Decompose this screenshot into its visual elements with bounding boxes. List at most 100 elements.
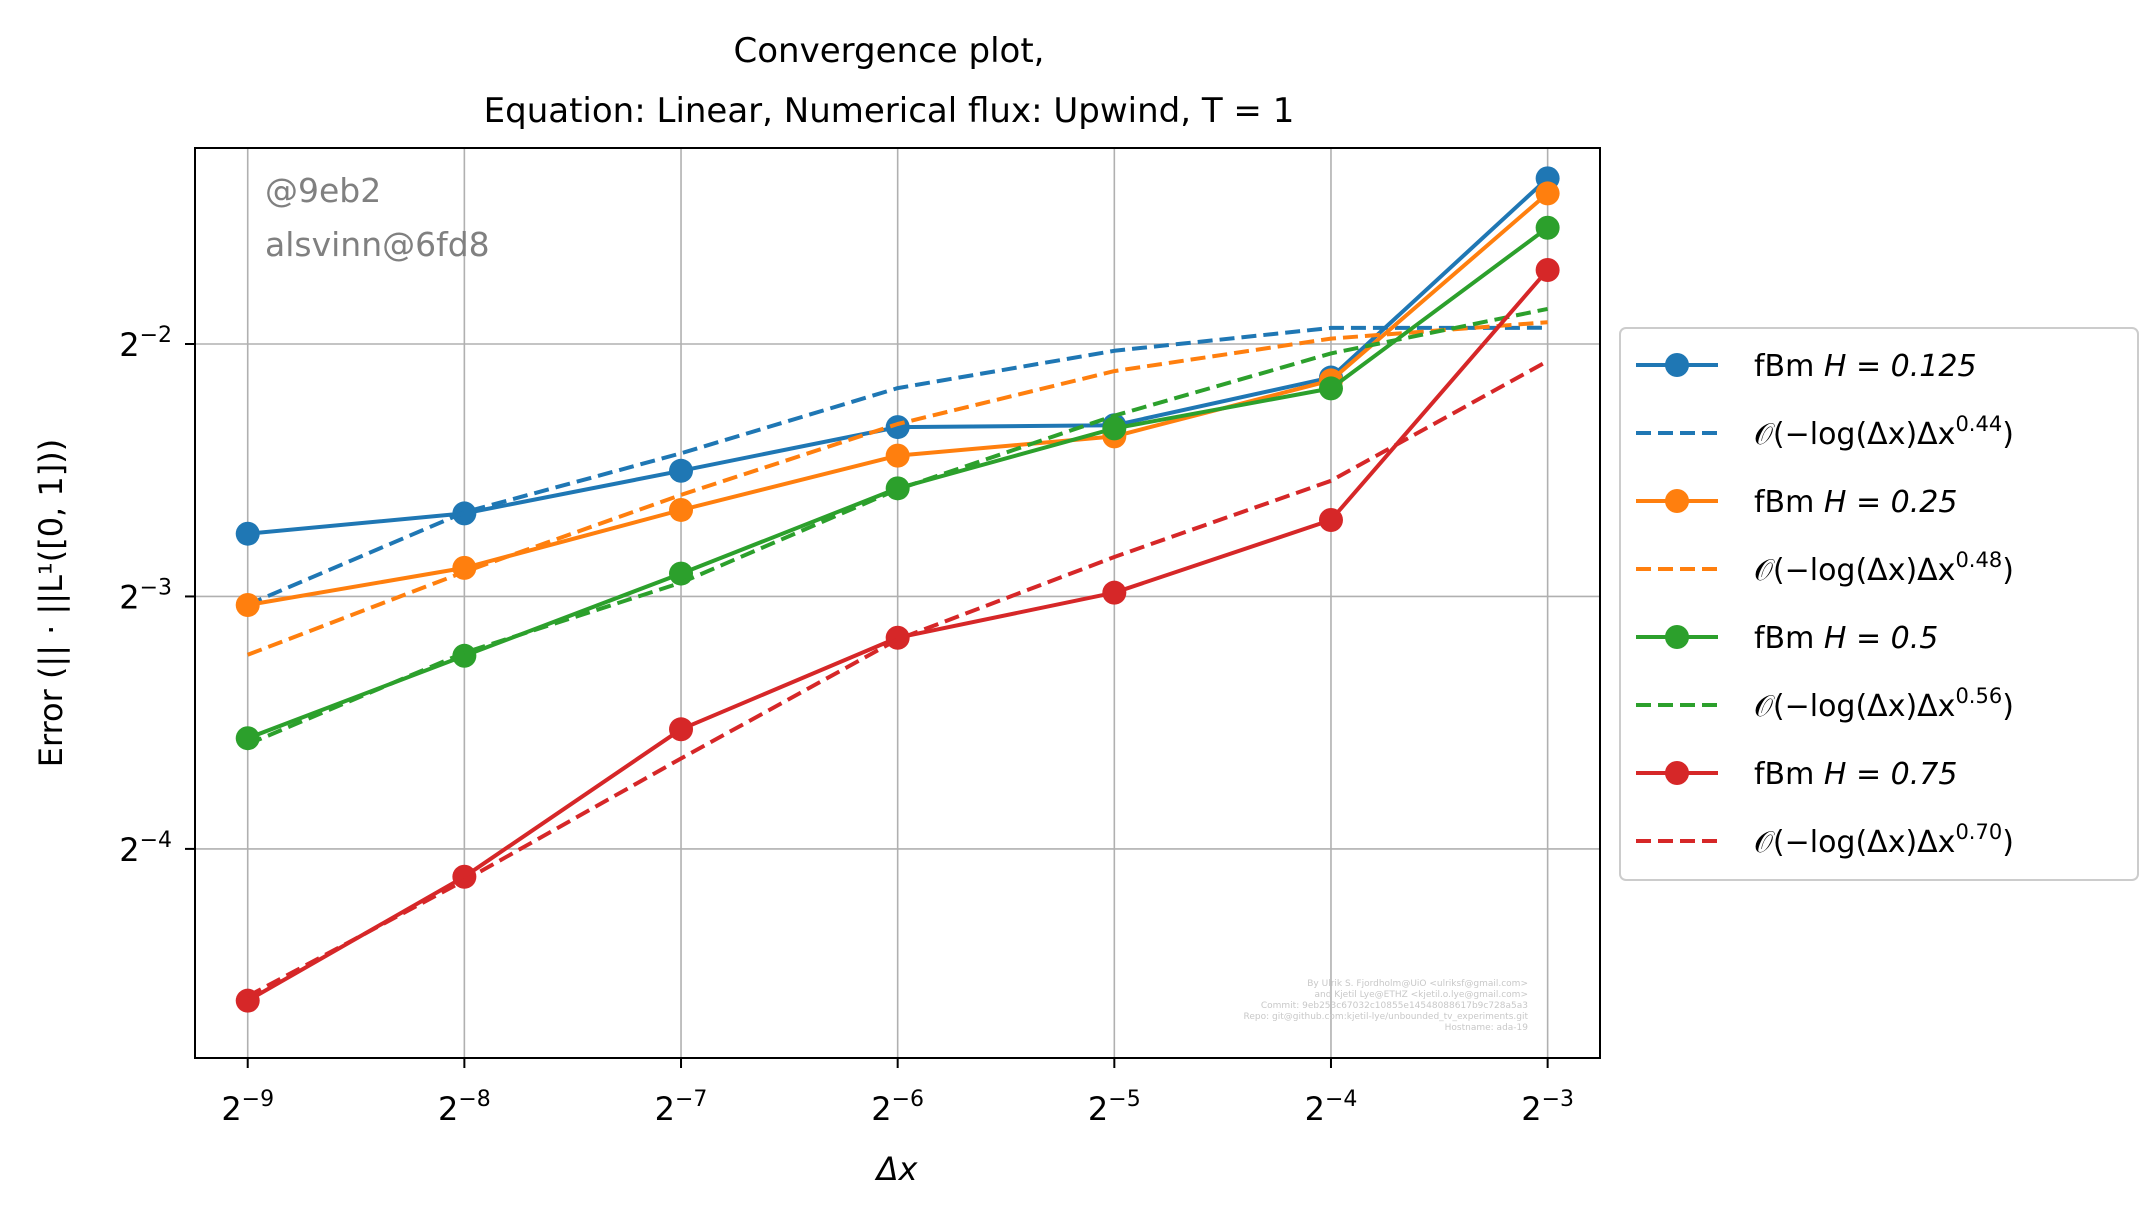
data-point [885, 443, 910, 468]
legend-label-prefix: 𝒪(−log(Δx)Δx [1754, 553, 1955, 588]
data-point [669, 497, 694, 522]
x-tick-label-base: 2 [1521, 1090, 1541, 1128]
data-point [1535, 258, 1560, 283]
x-tick-label-exponent: −3 [1542, 1087, 1574, 1112]
series-line [246, 359, 1549, 999]
watermark-alsvinn: alsvinn@6fd8 [265, 225, 490, 264]
data-point [1102, 416, 1127, 441]
legend-entry: 𝒪(−log(Δx)Δx0.56) [1636, 684, 2014, 724]
data-point [452, 501, 477, 526]
legend-label-prefix: fBm [1754, 621, 1824, 656]
legend-label-suffix: ) [2002, 825, 2014, 860]
legend-label-math: H = 0.25 [1824, 485, 1958, 520]
legend-swatch-marker [1665, 625, 1689, 649]
footer-credits: By Ulrik S. Fjordholm@UiO <ulriksf@gmail… [1244, 979, 1529, 1033]
data-point [235, 592, 260, 617]
footer-line: By Ulrik S. Fjordholm@UiO <ulriksf@gmail… [1307, 979, 1528, 989]
data-point [452, 864, 477, 889]
legend-label-prefix: fBm [1754, 485, 1824, 520]
x-tick-label: 2−5 [1088, 1087, 1141, 1128]
x-tick-label-base: 2 [871, 1090, 891, 1128]
footer-line: Commit: 9eb253c67032c10855e14548088617b9… [1261, 1001, 1528, 1011]
data-point [669, 717, 694, 742]
y-axis-label: Error (|| · ||L¹([0, 1])) [32, 439, 70, 767]
legend-label-exponent: 0.48 [1955, 548, 2002, 572]
legend-label: fBm H = 0.75 [1754, 757, 1957, 792]
footer-line: Repo: git@github.com:kjetil-lye/unbounde… [1244, 1012, 1529, 1022]
x-tick-label: 2−3 [1521, 1087, 1574, 1128]
legend-label-exponent: 0.56 [1955, 684, 2002, 708]
footer-line: and Kjetil Lye@ETHZ <kjetil.o.lye@gmail.… [1314, 990, 1528, 1000]
y-tick-label: 2−2 [119, 323, 172, 364]
legend-label-math: H = 0.75 [1824, 757, 1958, 792]
legend: fBm H = 0.125 𝒪(−log(Δx)Δx0.44) fBm H = 0.… [1619, 327, 2139, 881]
legend-swatch-marker [1665, 489, 1689, 513]
series-fit-5 [246, 306, 1549, 747]
legend-label: fBm H = 0.125 [1754, 349, 1977, 384]
x-tick-label-base: 2 [438, 1090, 458, 1128]
y-tick-label: 2−3 [119, 575, 172, 616]
y-tick-label-exponent: −3 [140, 575, 172, 600]
legend-label: 𝒪(−log(Δx)Δx0.56) [1754, 684, 2014, 724]
legend-label: 𝒪(−log(Δx)Δx0.44) [1754, 412, 2014, 452]
x-axis-label: Δx [874, 1150, 919, 1188]
x-tick-label: 2−8 [438, 1087, 491, 1128]
x-tick-label: 2−4 [1305, 1087, 1358, 1128]
data-point [235, 726, 260, 751]
series-layer [235, 166, 1560, 1013]
x-tick-label: 2−9 [221, 1087, 274, 1128]
x-tick-label-base: 2 [1088, 1090, 1108, 1128]
x-tick-label-exponent: −4 [1325, 1087, 1357, 1112]
legend-entry: 𝒪(−log(Δx)Δx0.44) [1636, 412, 2014, 452]
data-point [669, 458, 694, 483]
series-fit-7 [246, 359, 1549, 999]
legend-entry: fBm H = 0.125 [1636, 349, 1977, 384]
legend-label-suffix: ) [2002, 689, 2014, 724]
y-tick-label: 2−4 [119, 828, 172, 869]
data-point [885, 476, 910, 501]
chart-title-line-1: Convergence plot, [734, 31, 1045, 71]
x-tick-label: 2−6 [871, 1087, 924, 1128]
x-tick-label-base: 2 [221, 1090, 241, 1128]
data-point [452, 643, 477, 668]
legend-entry: fBm H = 0.5 [1636, 621, 1938, 656]
legend-label-prefix: 𝒪(−log(Δx)Δx [1754, 825, 1955, 860]
watermark-commit: @9eb2 [265, 171, 381, 210]
data-point [1102, 580, 1127, 605]
legend-label-math: H = 0.5 [1824, 621, 1938, 656]
legend-label-prefix: fBm [1754, 757, 1824, 792]
x-tick-label-base: 2 [655, 1090, 675, 1128]
legend-label-math: H = 0.125 [1824, 349, 1977, 384]
x-tick-label-base: 2 [1305, 1090, 1325, 1128]
legend-label-prefix: fBm [1754, 349, 1824, 384]
legend-label-suffix: ) [2002, 417, 2014, 452]
legend-label: 𝒪(−log(Δx)Δx0.70) [1754, 820, 2014, 860]
legend-swatch-marker [1665, 353, 1689, 377]
legend-box [1619, 327, 2139, 881]
data-point [1535, 181, 1560, 206]
tick-layer: 2−9 2−8 2−7 2−6 2−5 2−4 2−32−22−32−4 [119, 323, 1574, 1128]
legend-label: 𝒪(−log(Δx)Δx0.48) [1754, 548, 2014, 588]
grid [195, 148, 1600, 1058]
x-tick-label-exponent: −9 [242, 1087, 274, 1112]
y-tick-label-base: 2 [119, 326, 139, 364]
data-point [235, 521, 260, 546]
x-tick-label: 2−7 [655, 1087, 708, 1128]
legend-entry: 𝒪(−log(Δx)Δx0.48) [1636, 548, 2014, 588]
legend-label-prefix: 𝒪(−log(Δx)Δx [1754, 689, 1955, 724]
series-line [246, 306, 1549, 747]
legend-entry: fBm H = 0.25 [1636, 485, 1957, 520]
series-line [246, 320, 1548, 657]
data-point [1535, 215, 1560, 240]
legend-entry: 𝒪(−log(Δx)Δx0.70) [1636, 820, 2014, 860]
series-fit-1 [246, 325, 1548, 607]
y-tick-label-base: 2 [119, 578, 139, 616]
x-tick-label-exponent: −5 [1108, 1087, 1140, 1112]
y-tick-label-exponent: −2 [140, 323, 172, 348]
legend-label-exponent: 0.70 [1955, 820, 2002, 844]
data-point [1318, 376, 1343, 401]
y-tick-label-exponent: −4 [140, 828, 172, 853]
x-tick-label-exponent: −7 [675, 1087, 707, 1112]
legend-label: fBm H = 0.5 [1754, 621, 1938, 656]
